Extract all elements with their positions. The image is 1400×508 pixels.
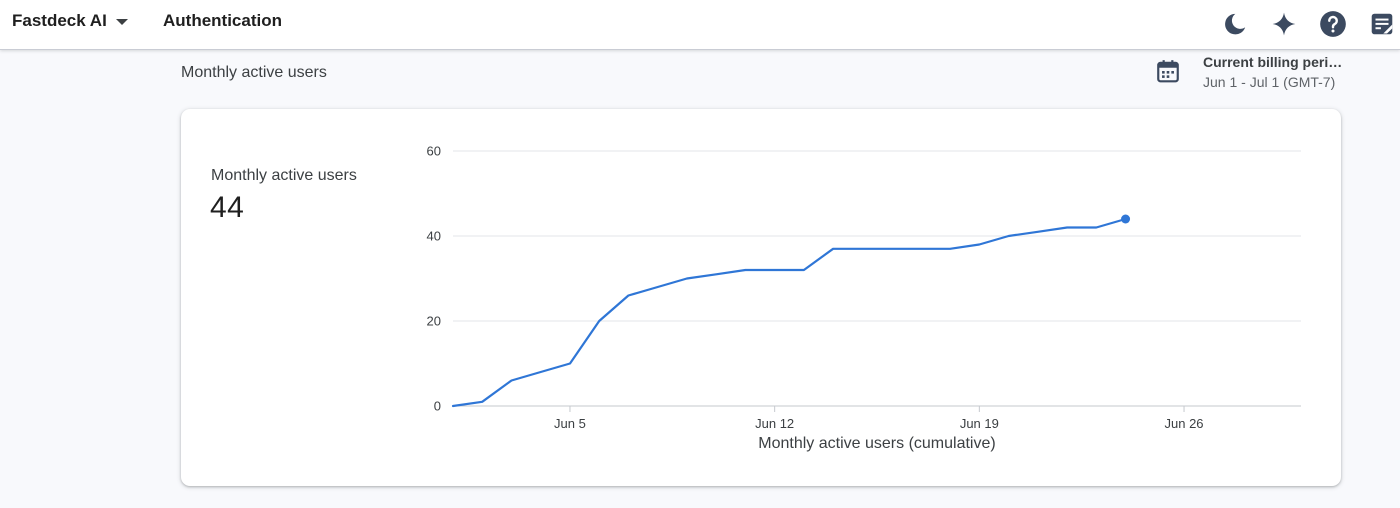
y-tick-label: 60	[427, 144, 441, 159]
x-tick-label: Jun 19	[960, 416, 999, 431]
chart-y-ticks: 0 20 40 60	[427, 144, 441, 414]
x-tick-label: Jun 5	[554, 416, 586, 431]
billing-period-selector[interactable]: Current billing period Jun 1 - Jul 1 (GM…	[1155, 53, 1345, 93]
chart-series	[451, 214, 1131, 408]
product-title: Authentication	[163, 11, 282, 30]
chart-gridlines	[453, 150, 1301, 407]
project-selector[interactable]: Fastdeck AI	[12, 11, 128, 31]
y-tick-label: 0	[434, 399, 441, 414]
top-bar: Fastdeck AI Authentication	[0, 0, 1400, 50]
dark-mode-icon[interactable]	[1217, 6, 1253, 42]
x-tick-label: Jun 12	[755, 416, 794, 431]
notes-icon[interactable]	[1364, 6, 1400, 42]
x-tick-label: Jun 26	[1165, 416, 1204, 431]
billing-period-range: Jun 1 - Jul 1 (GMT-7)	[1203, 74, 1336, 90]
billing-period-label: Current billing period	[1203, 54, 1343, 70]
mau-card: Monthly active users 44 0 20 40 60 Jun 5 Jun…	[181, 109, 1341, 486]
sparkle-icon[interactable]	[1266, 6, 1302, 42]
project-name: Fastdeck AI	[12, 11, 107, 30]
series-last-point[interactable]	[1121, 214, 1131, 224]
y-tick-label: 20	[427, 314, 441, 329]
chevron-down-icon	[115, 18, 128, 25]
chart-x-ticks: Jun 5 Jun 12 Jun 19 Jun 26	[554, 406, 1204, 431]
metric-value: 44	[210, 191, 245, 224]
section-title: Monthly active users	[181, 64, 327, 81]
calendar-icon	[1155, 58, 1181, 89]
top-icon-group	[1204, 6, 1400, 42]
metric-label: Monthly active users	[211, 167, 357, 184]
mau-line-chart: 0 20 40 60 Jun 5 Jun 12 Jun 19 Jun 26 Monthly …	[427, 144, 1301, 452]
y-tick-label: 40	[427, 229, 441, 244]
help-icon[interactable]	[1315, 6, 1351, 42]
series-line	[451, 217, 1127, 408]
x-axis-title: Monthly active users (cumulative)	[758, 435, 995, 452]
